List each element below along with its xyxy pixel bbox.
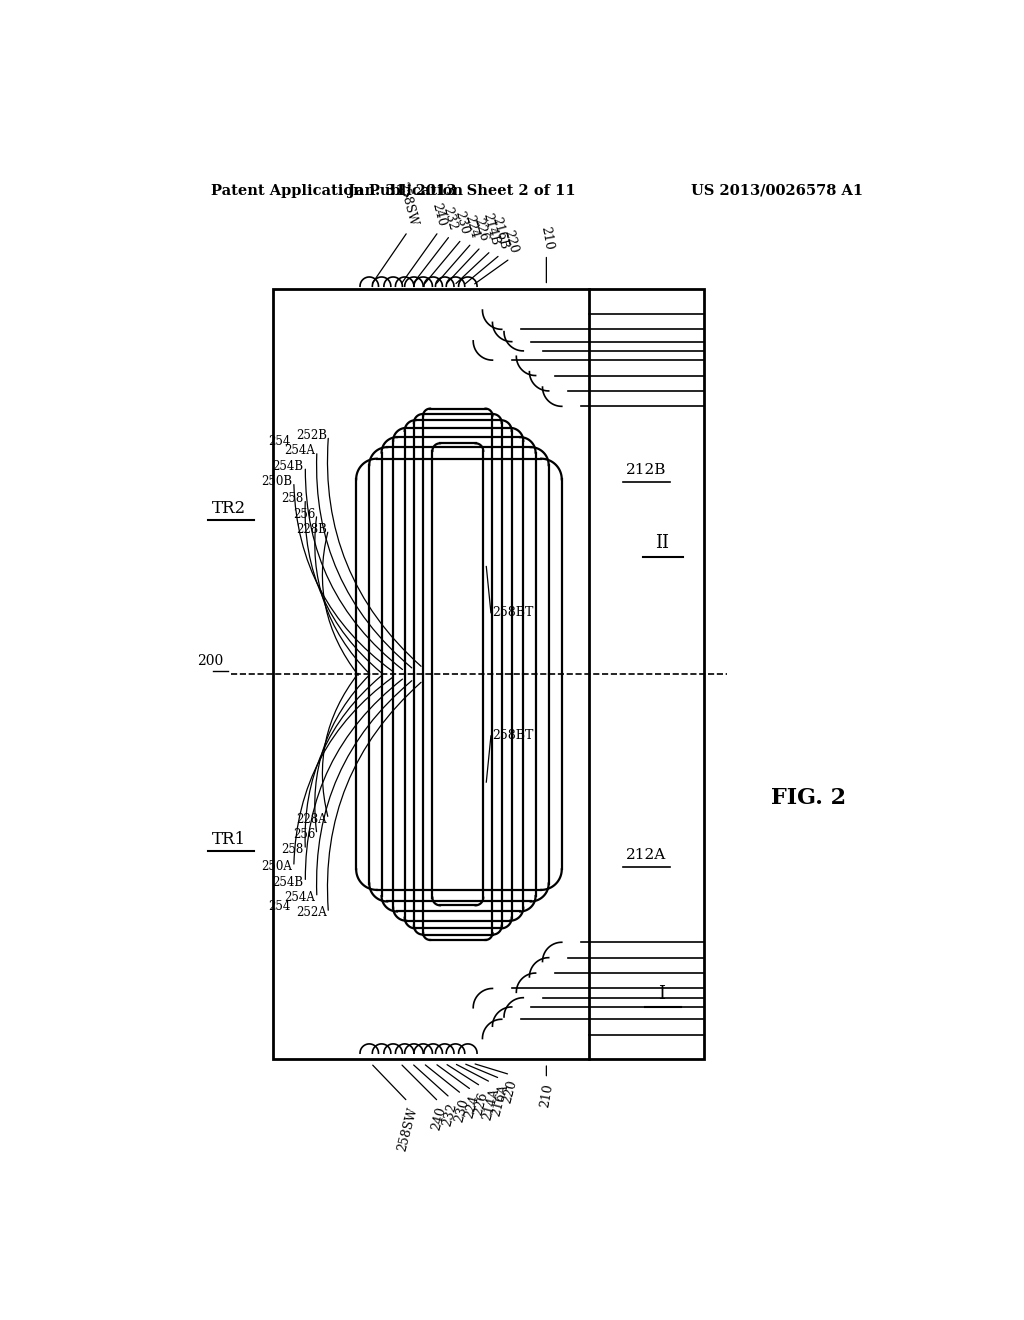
Text: 230: 230	[453, 1098, 471, 1125]
Text: 212B: 212B	[627, 463, 667, 478]
Text: 240: 240	[429, 1106, 447, 1133]
Text: 230: 230	[453, 209, 471, 235]
Text: Patent Application Publication: Patent Application Publication	[211, 183, 464, 198]
Text: 220: 220	[501, 228, 519, 255]
Text: FIG. 2: FIG. 2	[771, 787, 846, 808]
Text: 226: 226	[472, 216, 490, 243]
Text: 226: 226	[472, 1090, 490, 1117]
Text: 252B: 252B	[296, 429, 327, 442]
Text: 216A: 216A	[489, 1082, 511, 1118]
Text: 258BT: 258BT	[493, 606, 534, 619]
Text: I: I	[658, 985, 666, 1003]
Text: TR1: TR1	[212, 832, 246, 849]
Text: 232: 232	[440, 205, 460, 231]
Text: 210: 210	[538, 224, 555, 251]
Text: 258BT: 258BT	[493, 730, 534, 742]
Text: 224: 224	[462, 1094, 481, 1121]
Text: 256: 256	[293, 508, 315, 520]
Text: 254B: 254B	[272, 459, 304, 473]
Text: 250A: 250A	[261, 861, 292, 874]
Text: II: II	[655, 535, 669, 552]
Text: Jan. 31, 2013  Sheet 2 of 11: Jan. 31, 2013 Sheet 2 of 11	[348, 183, 575, 198]
Text: 220: 220	[501, 1078, 519, 1105]
Text: 256: 256	[293, 828, 315, 841]
Text: 200: 200	[197, 655, 223, 668]
Text: 210: 210	[538, 1082, 555, 1109]
Text: 254: 254	[268, 436, 291, 449]
Text: US 2013/0026578 A1: US 2013/0026578 A1	[691, 183, 863, 198]
Text: 254A: 254A	[285, 891, 315, 904]
Text: 258: 258	[282, 843, 304, 857]
Text: 228A: 228A	[296, 813, 327, 825]
Text: 252A: 252A	[296, 907, 327, 920]
Bar	[273, 289, 705, 1059]
Text: 254B: 254B	[272, 875, 304, 888]
Text: 214B: 214B	[480, 211, 502, 247]
Text: 258SW: 258SW	[395, 1106, 420, 1152]
Text: 258: 258	[282, 492, 304, 506]
Text: 254A: 254A	[285, 445, 315, 458]
Text: 254: 254	[268, 900, 291, 913]
Text: 250B: 250B	[261, 475, 292, 488]
Text: 212A: 212A	[627, 849, 667, 862]
Text: TR2: TR2	[212, 500, 246, 517]
Text: 214A: 214A	[480, 1086, 502, 1122]
Text: 258SW: 258SW	[395, 181, 420, 227]
Text: 216B: 216B	[489, 215, 511, 251]
Text: 224: 224	[462, 213, 481, 239]
Text: 232: 232	[440, 1102, 460, 1129]
Text: 228B: 228B	[296, 523, 327, 536]
Text: 240: 240	[429, 201, 447, 227]
